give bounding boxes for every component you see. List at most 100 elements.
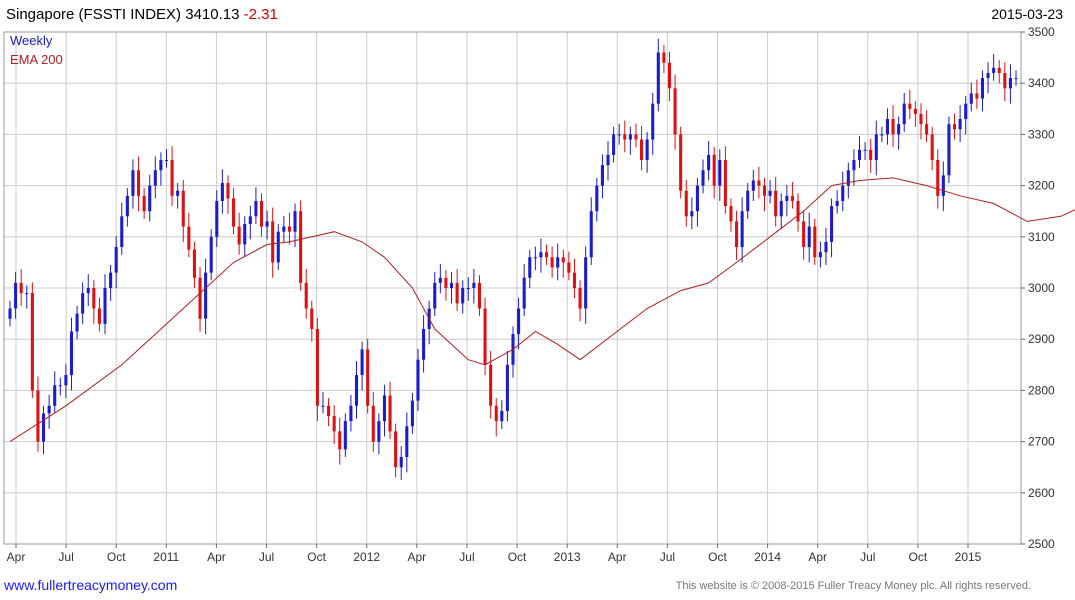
bar-body: [936, 160, 940, 196]
bar-body: [522, 277, 526, 309]
bar-body: [455, 282, 459, 304]
bar-body: [327, 405, 331, 416]
y-tick-label: 3300: [1028, 127, 1055, 141]
bar-body: [908, 103, 912, 109]
x-tick-label: 2012: [353, 550, 380, 564]
bar-body: [779, 200, 783, 217]
bar-body: [969, 93, 973, 104]
bar-body: [578, 288, 582, 309]
site-link[interactable]: www.fullertreacymoney.com: [4, 577, 178, 593]
bar-body: [606, 154, 610, 166]
bar-body: [505, 364, 509, 411]
bar-body: [852, 160, 856, 171]
bar-body: [148, 185, 152, 212]
bar-body: [841, 185, 845, 201]
bar-body: [1008, 78, 1012, 89]
bar-body: [701, 170, 705, 186]
bar-body: [75, 313, 79, 332]
bar-body: [824, 241, 828, 253]
bar-body: [835, 200, 839, 207]
bar-body: [818, 252, 822, 258]
bar-body: [964, 103, 968, 120]
bar-body: [846, 170, 850, 186]
bar-body: [25, 293, 29, 295]
bar-body: [109, 272, 113, 288]
bar-body: [293, 211, 297, 232]
bar-body: [19, 282, 23, 294]
bar-body: [299, 211, 303, 283]
bar-body: [483, 308, 487, 365]
bar-body: [489, 364, 493, 406]
bar-body: [321, 405, 325, 407]
chart-title: Singapore (FSSTI INDEX) 3410.13 -2.31: [6, 6, 278, 23]
bar-body: [360, 349, 364, 376]
bar-body: [980, 78, 985, 99]
x-tick-label: Apr: [808, 550, 827, 564]
bar-body: [556, 257, 560, 268]
bar-body: [181, 190, 185, 227]
bar-body: [220, 183, 224, 201]
bar-body: [192, 249, 196, 278]
price-bars: [8, 38, 1018, 480]
bar-body: [589, 211, 593, 258]
bar-body: [1014, 78, 1018, 80]
bar-body: [958, 119, 962, 130]
bar-body: [64, 375, 68, 386]
bar-body: [232, 198, 236, 227]
bar-body: [14, 282, 18, 309]
bar-body: [153, 170, 157, 186]
bar-body: [807, 226, 811, 248]
bar-body: [86, 288, 90, 294]
bar-body: [472, 282, 476, 288]
bar-body: [310, 308, 314, 329]
bar-body: [735, 221, 739, 248]
bar-body: [405, 426, 409, 457]
bar-body: [684, 190, 688, 217]
bar-body: [561, 257, 565, 263]
bar-body: [41, 413, 46, 442]
bar-body: [259, 200, 264, 227]
bar-body: [388, 395, 392, 432]
bar-body: [539, 252, 543, 258]
bar-body: [58, 385, 62, 387]
bar-body: [176, 190, 180, 196]
y-tick-label: 2800: [1028, 383, 1055, 397]
y-tick-label: 3200: [1028, 179, 1055, 193]
bar-body: [226, 183, 230, 199]
bar-body: [159, 160, 163, 171]
bar-body: [925, 124, 929, 135]
bar-body: [857, 149, 862, 160]
bar-body: [813, 226, 817, 258]
bar-body: [131, 170, 135, 196]
bar-body: [740, 211, 744, 248]
bar-body: [572, 272, 577, 288]
bar-body: [97, 308, 101, 324]
bar-body: [92, 288, 96, 309]
legend-ema: EMA 200: [10, 52, 63, 67]
bar-body: [651, 103, 655, 140]
bar-body: [729, 206, 733, 222]
bar-body: [874, 134, 878, 160]
bar-body: [567, 262, 571, 273]
x-tick-label: Oct: [107, 550, 126, 564]
x-tick-label: Jul: [259, 550, 274, 564]
bar-body: [550, 257, 554, 268]
bar-body: [796, 200, 800, 222]
bar-body: [640, 139, 644, 160]
bar-body: [494, 405, 498, 422]
bar-body: [975, 93, 979, 99]
bar-body: [986, 72, 990, 79]
x-tick-label: Jul: [860, 550, 875, 564]
ema-200-line: [9, 177, 1075, 443]
copyright-text: This website is © 2008-2015 Fuller Treac…: [675, 580, 1031, 592]
bar-body: [830, 206, 834, 242]
bar-body: [891, 119, 895, 135]
bar-body: [243, 224, 247, 245]
bar-body: [667, 62, 672, 89]
bar-body: [377, 421, 381, 442]
bar-body: [237, 226, 241, 245]
x-tick-label: Apr: [7, 550, 26, 564]
change-value: -2.31: [243, 6, 278, 23]
bar-body: [634, 134, 638, 140]
